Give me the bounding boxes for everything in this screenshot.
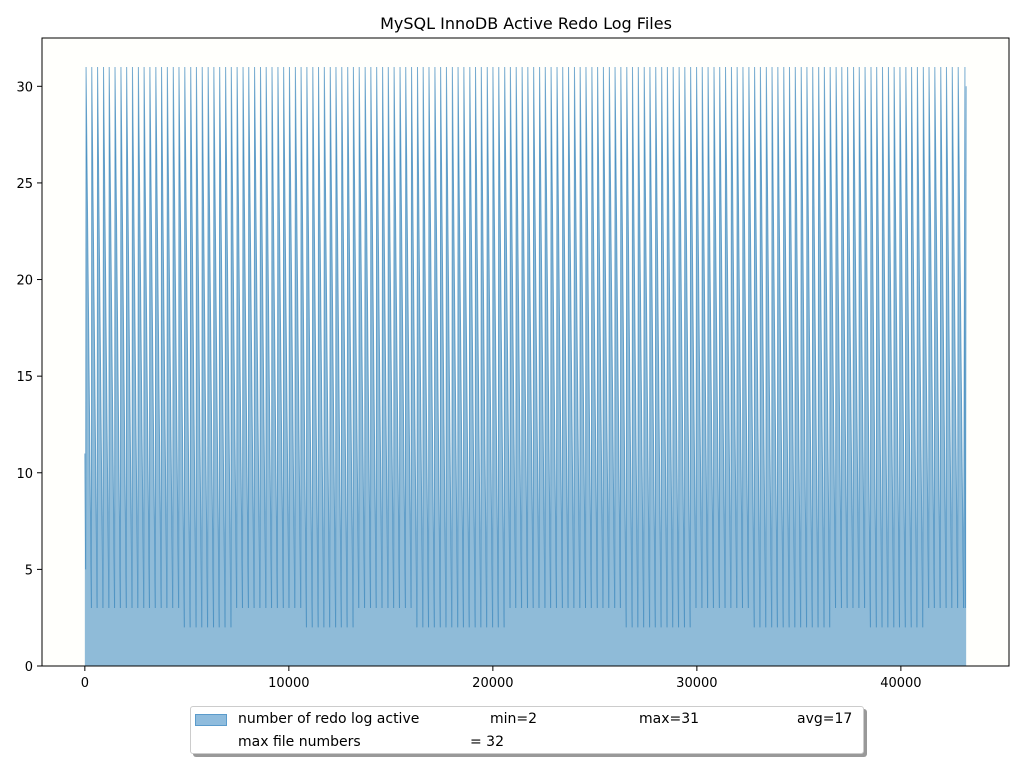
legend-max: max=31	[639, 711, 700, 727]
plot-frame	[41, 37, 1010, 667]
legend-max-files-label: max file numbers	[238, 734, 361, 750]
y-tick-label: 5	[25, 563, 33, 578]
y-tick-label: 25	[16, 177, 33, 192]
legend-max-files-value: = 32	[470, 734, 504, 750]
x-tick-label: 0	[81, 676, 89, 691]
y-axis: 0 5 10 15 20 25 30	[16, 80, 42, 675]
legend-swatch	[195, 714, 227, 726]
y-tick-label: 15	[16, 370, 33, 385]
y-tick-label: 30	[16, 80, 33, 95]
series-line	[84, 66, 967, 628]
x-tick-label: 30000	[676, 676, 717, 691]
legend-row-max-files: max file numbers = 32	[191, 732, 863, 752]
y-tick-label: 20	[16, 274, 33, 289]
x-tick-label: 20000	[472, 676, 513, 691]
area-series	[84, 66, 967, 667]
chart-title: MySQL InnoDB Active Redo Log Files	[380, 14, 672, 33]
legend-series-label: number of redo log active	[238, 711, 420, 727]
legend-row-series: number of redo log active min=2 max=31 a…	[191, 709, 863, 729]
x-tick-label: 10000	[268, 676, 309, 691]
y-tick-label: 10	[16, 467, 33, 482]
legend: number of redo log active min=2 max=31 a…	[190, 706, 864, 754]
y-tick-label: 0	[25, 660, 33, 675]
legend-min: min=2	[490, 711, 538, 727]
x-tick-label: 40000	[880, 676, 921, 691]
legend-avg: avg=17	[797, 711, 853, 727]
x-axis: 0 10000 20000 30000 40000	[81, 666, 922, 691]
